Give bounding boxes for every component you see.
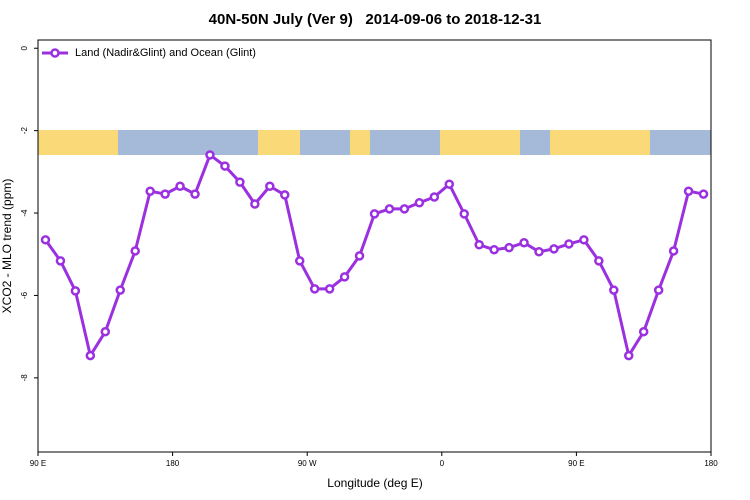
data-point: [638, 326, 649, 337]
x-tick-label: 90 E: [30, 459, 46, 468]
x-tick-label: 90 W: [298, 459, 317, 468]
data-point: [324, 284, 335, 294]
x-axis-label: Longitude (deg E): [327, 476, 422, 490]
data-point: [698, 189, 709, 199]
y-tick-label: 0: [20, 45, 29, 50]
data-point: [549, 244, 559, 254]
x-tick-label: 90 E: [568, 459, 584, 468]
data-point: [429, 192, 440, 202]
x-tick-label: 0: [440, 459, 445, 468]
data-point: [414, 197, 425, 208]
data-point: [190, 189, 200, 199]
series-line: [44, 153, 704, 358]
legend-label: Land (Nadir&Glint) and Ocean (Glint): [75, 47, 256, 59]
data-point: [534, 247, 544, 257]
data-point: [384, 204, 395, 214]
y-tick-label: -8: [20, 374, 29, 382]
y-tick-label: -6: [20, 291, 29, 299]
data-point: [369, 209, 380, 219]
data-point: [594, 256, 604, 266]
data-point: [564, 239, 574, 249]
data-point: [265, 181, 275, 192]
data-point: [579, 235, 589, 245]
map-strip: [38, 130, 711, 155]
data-point: [115, 285, 126, 295]
x-tick-label: 180: [166, 459, 180, 468]
data-point: [145, 186, 155, 196]
y-tick-label: -2: [20, 127, 29, 135]
data-point: [354, 251, 365, 261]
data-point: [40, 235, 51, 245]
data-point: [309, 284, 320, 294]
data-point: [235, 177, 245, 187]
data-point: [70, 286, 81, 296]
data-point: [668, 246, 679, 256]
data-point: [504, 242, 514, 253]
data-point: [130, 246, 140, 256]
chart-title: 40N-50N July (Ver 9) 2014-09-06 to 2018-…: [209, 11, 542, 28]
plot-frame: [37, 39, 712, 453]
data-point: [444, 179, 455, 189]
data-point: [399, 204, 410, 214]
data-point: [653, 285, 664, 295]
data-point: [489, 244, 499, 255]
data-point: [474, 240, 484, 250]
x-tick-label: 180: [704, 459, 718, 468]
data-point: [519, 237, 529, 248]
y-tick-label: -4: [20, 209, 29, 217]
data-point: [100, 326, 111, 337]
data-point: [160, 189, 170, 199]
data-point: [294, 256, 305, 266]
data-point: [623, 350, 634, 361]
legend-marker: [50, 48, 60, 58]
data-point: [250, 199, 260, 209]
y-axis-label: XCO2 - MLO trend (ppm): [0, 179, 14, 314]
data-point: [85, 350, 96, 361]
data-point: [175, 181, 185, 192]
data-point: [205, 150, 215, 160]
data-point: [220, 161, 230, 171]
data-point: [683, 186, 694, 196]
data-point: [280, 190, 290, 200]
data-point: [459, 209, 469, 219]
data-point: [609, 285, 619, 295]
data-point: [55, 256, 66, 266]
data-point: [339, 272, 350, 282]
